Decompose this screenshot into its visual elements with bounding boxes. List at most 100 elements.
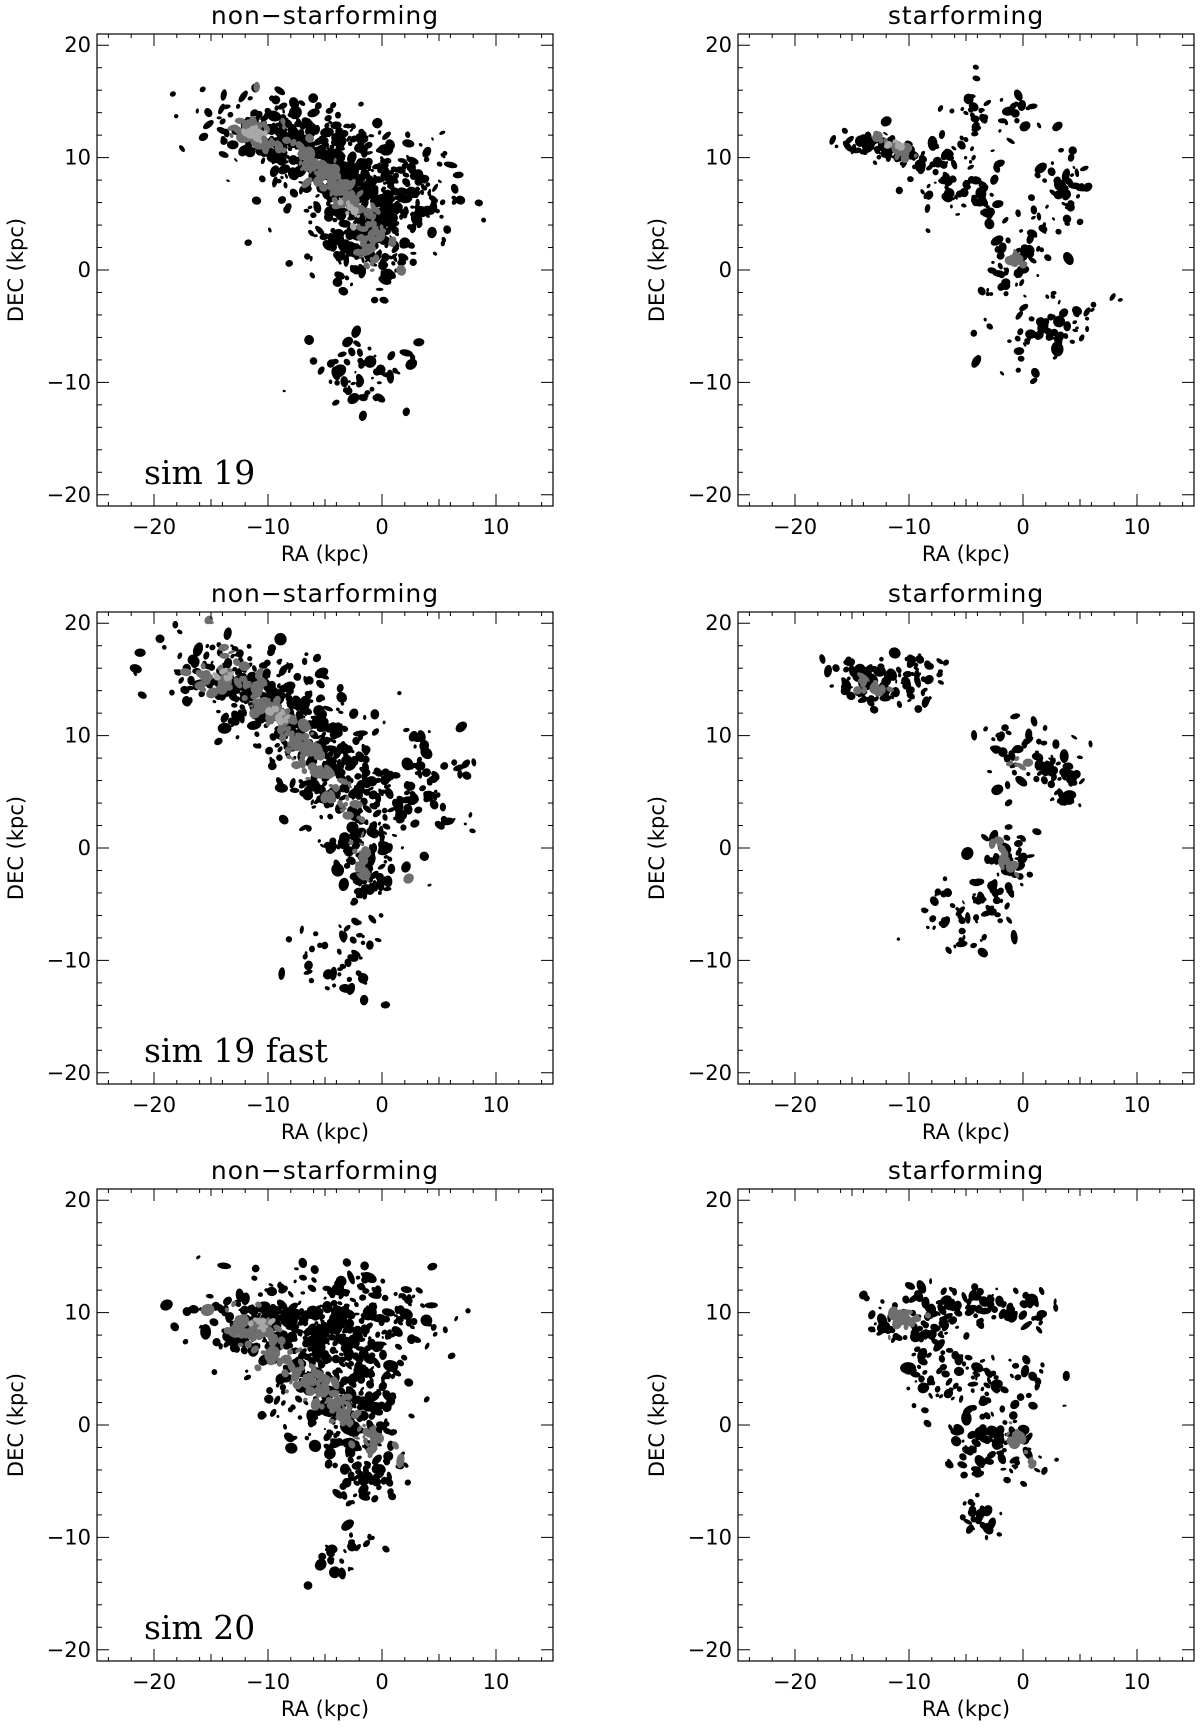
contour-blob — [886, 686, 894, 693]
contour-blob — [1036, 770, 1043, 776]
contour-blob — [205, 643, 210, 649]
contour-blob — [220, 695, 226, 701]
contour-blob — [329, 173, 335, 180]
contour-blob — [1065, 762, 1074, 770]
contour-blob — [824, 664, 832, 678]
contour-blob — [319, 814, 324, 820]
contour-blob — [364, 873, 370, 883]
contour-blob — [1014, 756, 1020, 762]
contour-blob — [249, 115, 258, 127]
contour-blob — [274, 632, 287, 646]
contour-blob — [1008, 1421, 1013, 1425]
contour-blob — [956, 1305, 961, 1311]
contour-blob — [234, 1315, 242, 1322]
contour-blob — [371, 1468, 377, 1474]
contour-blob — [334, 271, 345, 280]
contour-blob — [968, 94, 976, 99]
contour-blob — [298, 1274, 308, 1281]
contour-blob — [1061, 202, 1067, 206]
contour-blob — [321, 731, 327, 738]
contour-blob — [1063, 333, 1069, 339]
contour-blob — [403, 727, 410, 733]
contour-blob — [857, 693, 863, 698]
contour-blob — [967, 1508, 977, 1518]
contour-blob — [400, 846, 404, 850]
contour-blob — [306, 1372, 312, 1379]
x-tick-label: −20 — [132, 1093, 176, 1117]
contour-blob — [218, 103, 225, 115]
contour-blob — [277, 660, 282, 665]
contour-blob — [240, 1346, 248, 1355]
contour-blob — [998, 129, 1002, 133]
contour-blob — [957, 1461, 968, 1469]
contour-blob — [219, 652, 230, 659]
contour-blob — [1053, 315, 1066, 328]
contour-blob — [217, 722, 232, 734]
contour-blob — [339, 1558, 345, 1564]
contour-blob — [317, 1309, 324, 1313]
contour-blob — [959, 188, 969, 198]
contour-blob — [388, 255, 393, 260]
y-tick-label: −20 — [688, 483, 732, 507]
contour-blob — [1019, 229, 1024, 233]
contour-blob — [276, 1359, 283, 1367]
contour-blob — [315, 102, 322, 110]
contour-blob — [1001, 1309, 1011, 1319]
contour-blob — [1003, 291, 1009, 297]
contour-blob — [348, 141, 353, 146]
contour-blob — [346, 1347, 351, 1350]
contour-blob — [200, 662, 206, 670]
contour-blob — [995, 1295, 1004, 1307]
x-tick-label: 10 — [483, 1093, 510, 1117]
contour-blob — [367, 177, 378, 188]
x-tick-label: −10 — [887, 515, 931, 539]
contour-blob — [970, 1388, 975, 1393]
contour-blob — [915, 655, 925, 664]
contour-blob — [363, 262, 370, 270]
contour-blob — [915, 162, 921, 172]
contour-blob — [1036, 212, 1042, 221]
plot-frame — [96, 1188, 554, 1662]
contour-blob — [380, 1278, 386, 1284]
contour-blob — [303, 1353, 311, 1361]
contour-blob — [399, 214, 404, 220]
contour-blob — [267, 761, 277, 771]
contour-blob — [209, 644, 216, 651]
contour-blob — [302, 953, 308, 960]
contour-blob — [353, 956, 359, 962]
contour-blob — [276, 154, 284, 159]
contour-blob — [985, 904, 993, 913]
contour-blob — [1011, 747, 1018, 754]
contour-blob — [231, 1300, 237, 1308]
contour-blob — [329, 793, 335, 799]
contour-blob — [345, 858, 351, 864]
contour-blob — [963, 137, 969, 143]
contour-blob — [204, 619, 214, 625]
contour-blob — [978, 194, 987, 203]
contour-blob — [900, 154, 910, 163]
contour-blob — [396, 264, 407, 276]
contour-blob — [274, 743, 280, 748]
contour-blob — [309, 123, 317, 134]
contour-blob — [288, 97, 300, 110]
contour-blob — [354, 370, 357, 374]
contour-blob — [1010, 1399, 1020, 1410]
contour-blob — [437, 179, 442, 184]
contour-blob — [965, 1303, 971, 1310]
contour-blob — [374, 1471, 385, 1479]
contour-blob — [371, 252, 375, 256]
contour-blob — [337, 966, 344, 972]
contour-blob — [333, 250, 341, 259]
contour-blob — [1025, 329, 1037, 339]
contour-blob — [290, 139, 297, 147]
contour-blob — [1040, 1362, 1045, 1368]
contour-blob — [963, 110, 969, 116]
contour-blob — [220, 137, 228, 145]
contour-blob — [278, 967, 286, 980]
contour-blob — [829, 135, 837, 145]
contour-blob — [439, 214, 444, 219]
contour-blob — [253, 743, 260, 749]
y-tick-label: −10 — [688, 1525, 732, 1549]
contour-blob — [345, 1500, 353, 1507]
contour-blob — [262, 668, 271, 679]
